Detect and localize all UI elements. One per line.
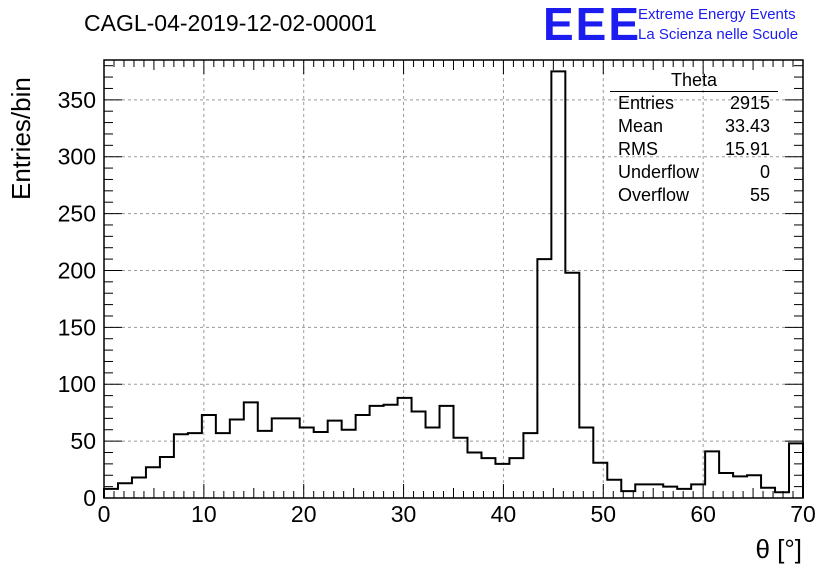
y-tick-label: 350 xyxy=(58,87,96,113)
axis-ticks xyxy=(103,60,804,499)
stats-value: 0 xyxy=(759,162,770,182)
stats-value: 55 xyxy=(749,185,770,205)
stats-label: Underflow xyxy=(618,162,700,182)
stats-value: 15.91 xyxy=(724,139,770,159)
stats-label: Overflow xyxy=(618,185,690,205)
y-tick-label: 50 xyxy=(70,428,96,454)
x-tick-label: 10 xyxy=(191,501,217,527)
stats-box: Theta Entries 2915 Mean 33.43 RMS 15.91 … xyxy=(610,70,778,207)
y-axis-label: Entries/bin xyxy=(6,77,36,200)
stats-title: Theta xyxy=(610,70,778,92)
eee-logo-mark: EEE xyxy=(543,0,642,50)
x-tick-label: 20 xyxy=(291,501,317,527)
x-tick-label: 60 xyxy=(690,501,716,527)
y-tick-label: 0 xyxy=(83,485,96,511)
stats-row-underflow: Underflow 0 xyxy=(610,161,778,184)
stats-label: RMS xyxy=(618,139,658,159)
logo-line-2: La Scienza nelle Scuole xyxy=(638,26,799,43)
histogram-area xyxy=(103,70,804,498)
y-tick-label: 150 xyxy=(58,314,96,340)
x-tick-label: 30 xyxy=(391,501,417,527)
stats-row-rms: RMS 15.91 xyxy=(610,138,778,161)
stats-row-overflow: Overflow 55 xyxy=(610,184,778,207)
x-tick-label: 40 xyxy=(491,501,517,527)
y-tick-label: 200 xyxy=(58,257,96,283)
x-axis-label: θ [°] xyxy=(755,534,802,564)
grid-lines xyxy=(104,60,803,498)
x-tick-label: 0 xyxy=(98,501,111,527)
histogram-outline xyxy=(103,70,804,498)
x-tick-label: 70 xyxy=(790,501,816,527)
stats-label: Entries xyxy=(618,93,675,113)
stats-label: Mean xyxy=(618,116,664,136)
logo-line-1: Extreme Energy Events xyxy=(638,6,796,23)
stats-row-entries: Entries 2915 xyxy=(610,92,778,115)
stats-value: 33.43 xyxy=(724,116,770,136)
stats-row-mean: Mean 33.43 xyxy=(610,115,778,138)
x-tick-label: 50 xyxy=(590,501,616,527)
tick-labels: 0 10 20 30 40 50 60 70 0 50 100 150 200 250 300 350 xyxy=(58,87,816,527)
stats-value: 2915 xyxy=(729,93,770,113)
y-tick-label: 100 xyxy=(58,371,96,397)
y-tick-label: 250 xyxy=(58,201,96,227)
chart-title: CAGL-04-2019-12-02-00001 xyxy=(84,10,377,36)
y-tick-label: 300 xyxy=(58,144,96,170)
